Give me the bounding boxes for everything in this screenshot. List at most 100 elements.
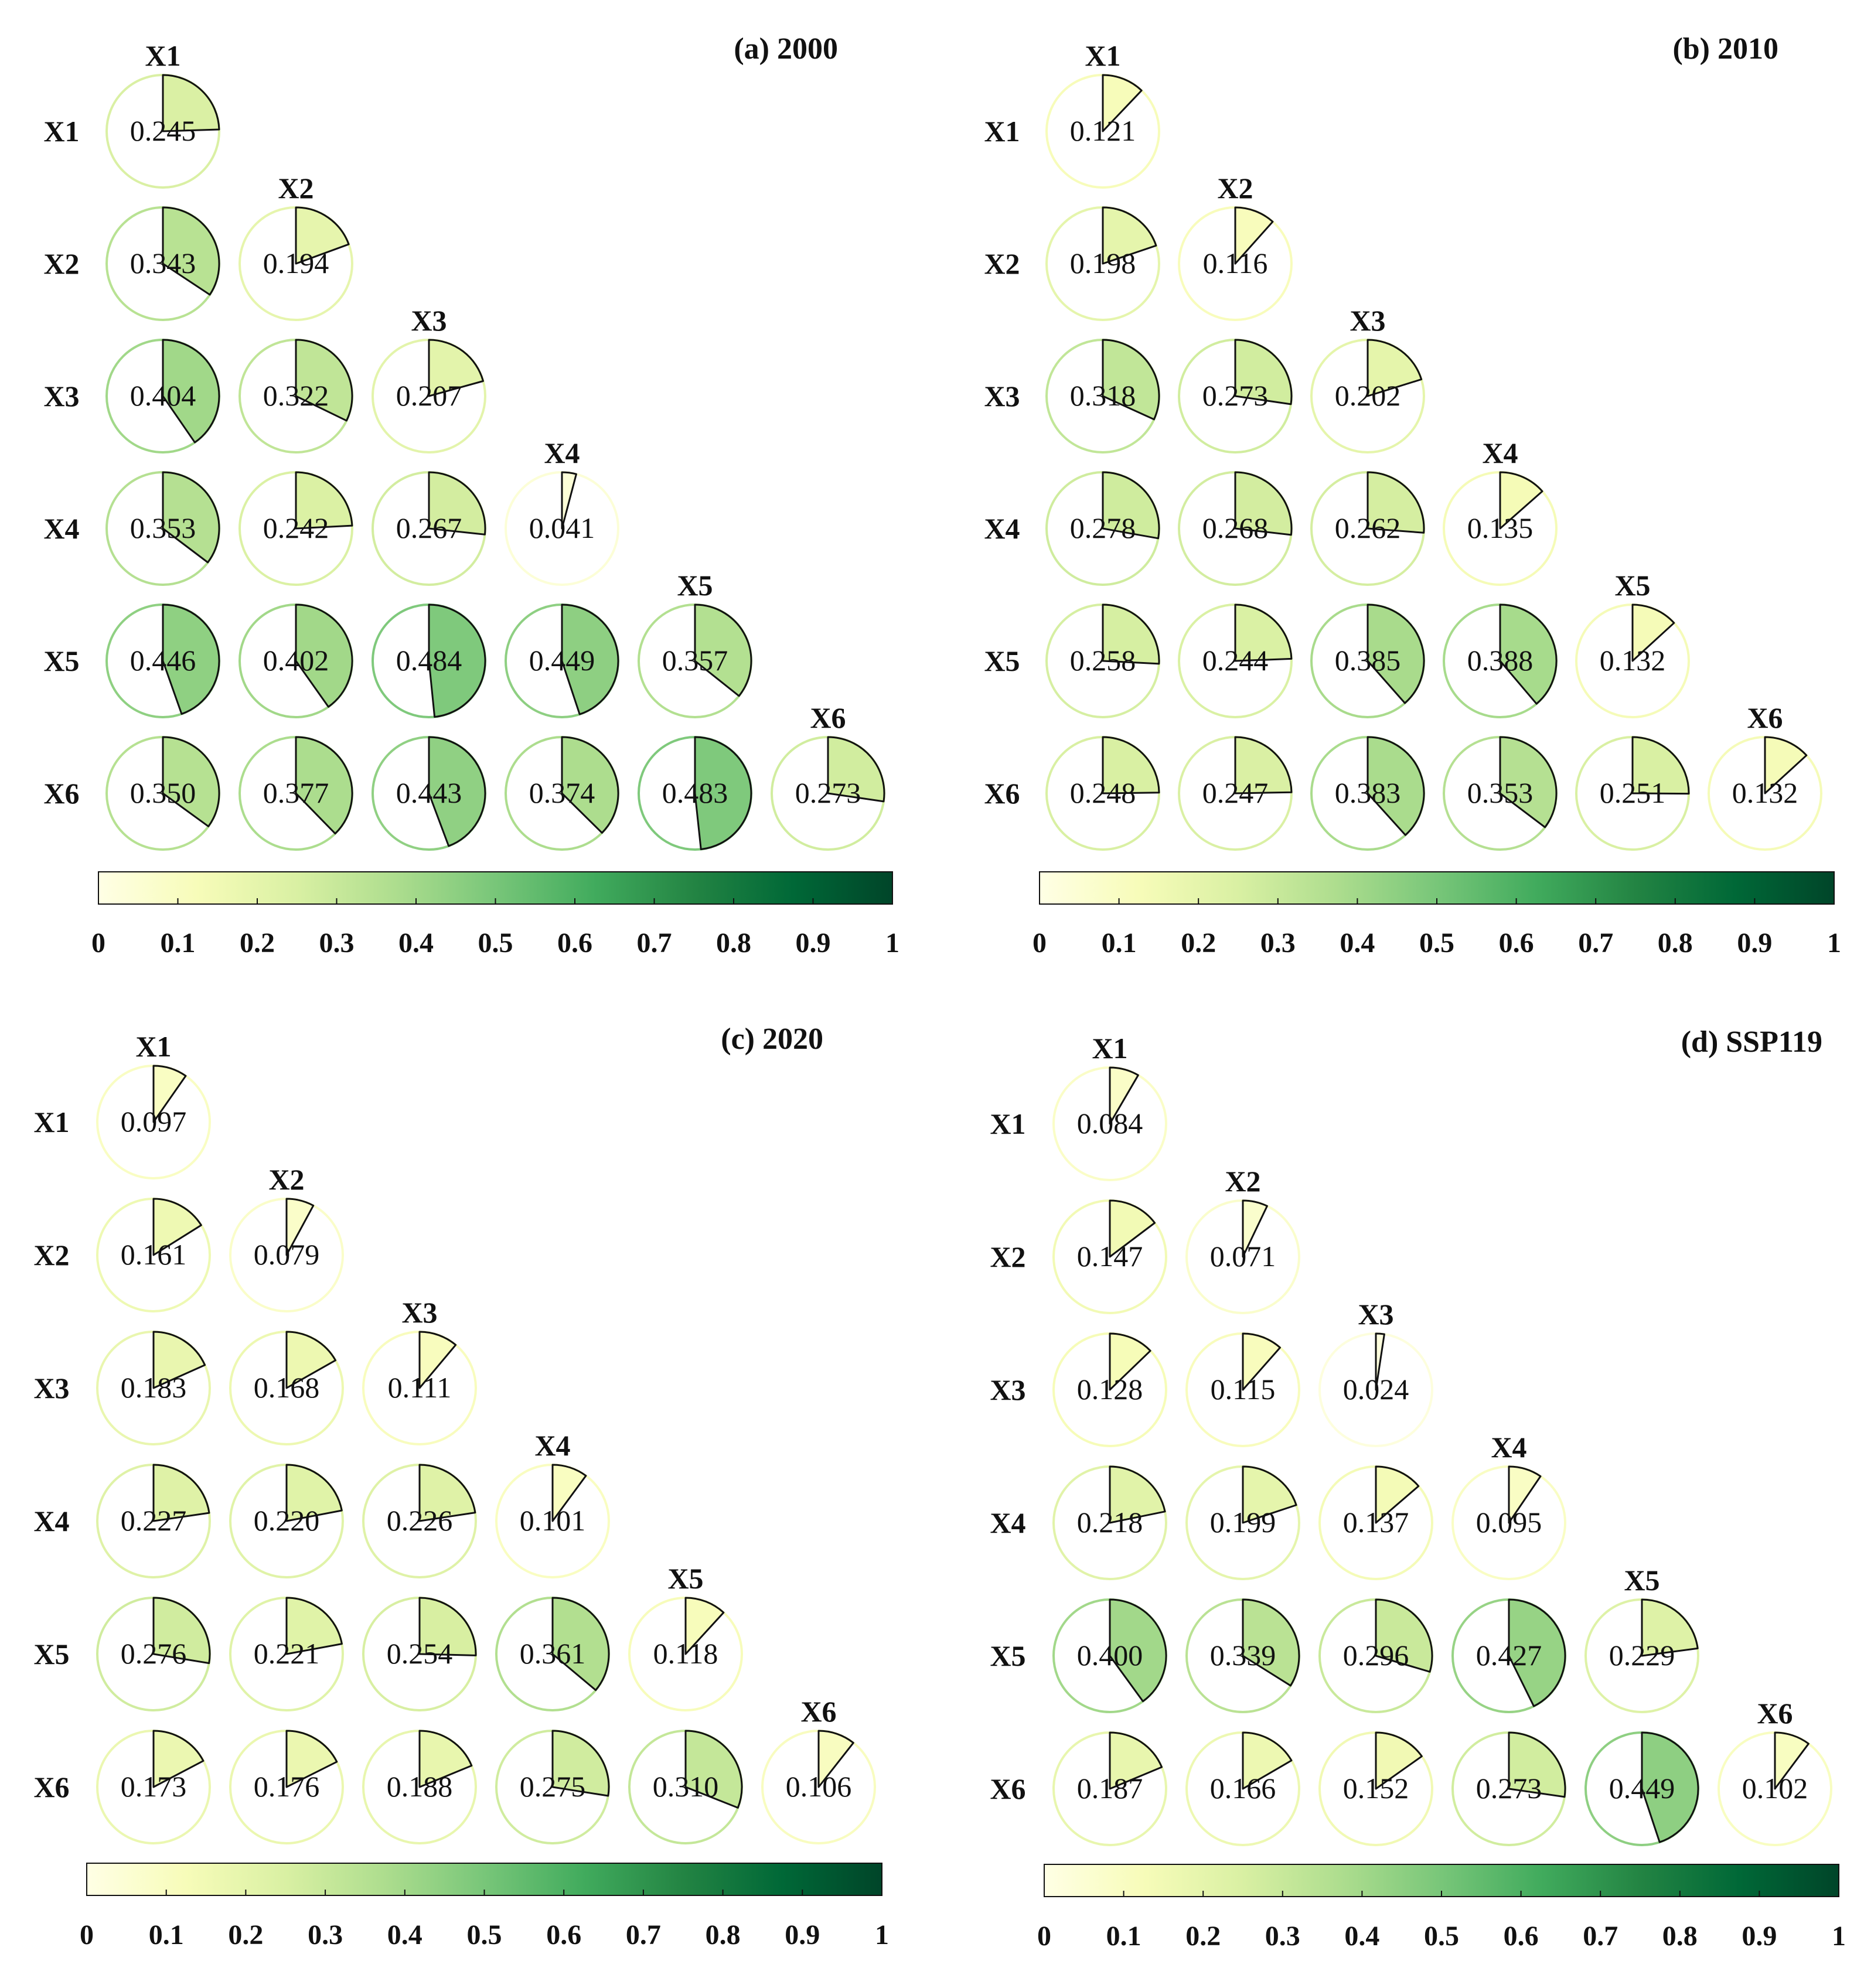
colorbar-tick-label: 0.1 bbox=[149, 1919, 184, 1951]
value-wedge bbox=[1234, 339, 1293, 405]
matrix-cell: 0.383 bbox=[1310, 736, 1425, 851]
value-wedge bbox=[1367, 339, 1423, 397]
row-label: X6 bbox=[43, 777, 79, 810]
value-label: 0.449 bbox=[529, 644, 595, 677]
matrix-cell: 0.449 bbox=[505, 603, 619, 718]
value-wedge bbox=[1375, 1332, 1385, 1391]
matrix-cell: 0.207 bbox=[372, 339, 486, 453]
colorbar-tick-label: 0.6 bbox=[546, 1919, 581, 1951]
matrix-cell: 0.350 bbox=[105, 736, 220, 851]
matrix-cell: 0.343 bbox=[105, 206, 220, 321]
value-wedge bbox=[285, 1331, 337, 1389]
value-label: 0.273 bbox=[1202, 379, 1269, 412]
colorbar-tick-label: 0.2 bbox=[240, 927, 275, 959]
colorbar-tick-label: 0 bbox=[1032, 927, 1047, 959]
matrix-cell: 0.116 bbox=[1178, 206, 1293, 321]
value-label: 0.152 bbox=[1343, 1772, 1409, 1805]
value-wedge bbox=[152, 1065, 187, 1123]
matrix-cell: 0.166 bbox=[1185, 1731, 1300, 1846]
matrix-cell: 0.111 bbox=[362, 1331, 477, 1445]
colorbar-tick-label: 0.2 bbox=[1185, 1921, 1221, 1952]
value-wedge bbox=[1367, 471, 1425, 534]
value-label: 0.135 bbox=[1467, 512, 1534, 544]
column-label: X6 bbox=[1747, 701, 1783, 734]
colorbar-tick-label: 0.1 bbox=[1106, 1921, 1141, 1952]
value-label: 0.404 bbox=[130, 379, 196, 412]
matrix-cell: 0.357 bbox=[638, 603, 752, 718]
matrix-cell: 0.221 bbox=[229, 1597, 344, 1711]
matrix-cell: 0.137 bbox=[1318, 1465, 1433, 1580]
colorbar-tick-label: 0.3 bbox=[308, 1919, 343, 1951]
column-label: X5 bbox=[677, 569, 713, 602]
value-label: 0.357 bbox=[662, 644, 728, 677]
colorbar-tick-label: 0.8 bbox=[716, 927, 751, 959]
colorbar-tick-label: 0.3 bbox=[1265, 1921, 1300, 1952]
colorbar-tick-label: 0 bbox=[91, 927, 105, 959]
value-label: 0.187 bbox=[1077, 1772, 1143, 1805]
value-wedge bbox=[561, 736, 619, 834]
matrix-cell: 0.118 bbox=[628, 1597, 743, 1711]
value-wedge bbox=[1234, 471, 1293, 536]
value-wedge bbox=[1375, 1731, 1423, 1790]
matrix-cell: 0.483 bbox=[638, 736, 752, 851]
value-label: 0.374 bbox=[529, 776, 595, 809]
column-label: X6 bbox=[1757, 1697, 1793, 1730]
value-wedge bbox=[1367, 603, 1425, 704]
colorbar-tick-label: 1 bbox=[875, 1919, 889, 1951]
matrix-cell: 0.268 bbox=[1178, 471, 1293, 586]
column-label: X1 bbox=[1085, 39, 1120, 72]
value-label: 0.484 bbox=[396, 644, 462, 677]
colorbar-tick-label: 0.6 bbox=[1499, 927, 1534, 959]
matrix-cell: 0.276 bbox=[96, 1597, 211, 1711]
value-label: 0.310 bbox=[653, 1770, 719, 1803]
value-wedge bbox=[1508, 1731, 1566, 1798]
row-label: X6 bbox=[984, 777, 1020, 810]
value-label: 0.199 bbox=[1210, 1506, 1276, 1539]
value-wedge bbox=[1109, 1465, 1166, 1524]
colorbar-tick-label: 1 bbox=[885, 927, 899, 959]
value-wedge bbox=[162, 74, 220, 132]
value-wedge bbox=[1234, 736, 1293, 794]
value-wedge bbox=[285, 1198, 315, 1256]
value-label: 0.339 bbox=[1210, 1639, 1276, 1672]
value-wedge bbox=[684, 1597, 725, 1655]
column-label: X6 bbox=[810, 701, 846, 734]
matrix-cell: 0.427 bbox=[1451, 1598, 1566, 1713]
value-label: 0.079 bbox=[254, 1238, 320, 1271]
matrix-cell: 0.095 bbox=[1451, 1465, 1566, 1580]
value-wedge bbox=[285, 1730, 338, 1788]
value-wedge bbox=[694, 603, 752, 697]
value-wedge bbox=[1109, 1199, 1156, 1258]
matrix-cell: 0.258 bbox=[1045, 603, 1160, 718]
value-label: 0.198 bbox=[1070, 247, 1136, 279]
value-wedge bbox=[1508, 1465, 1542, 1524]
matrix-cell: 0.310 bbox=[628, 1730, 743, 1844]
value-label: 0.102 bbox=[1742, 1772, 1808, 1805]
colorbar: 0 0.1 0.2 0.3 0.4 0.5 0.6 0.7 0.8 0.9 1 bbox=[91, 871, 899, 959]
value-wedge bbox=[1234, 206, 1274, 265]
row-label: X4 bbox=[990, 1506, 1025, 1539]
value-wedge bbox=[1109, 1598, 1167, 1703]
matrix-cell: 0.128 bbox=[1052, 1332, 1167, 1447]
matrix-cell: 0.449 bbox=[1584, 1731, 1699, 1846]
colorbar-tick-label: 0.5 bbox=[467, 1919, 502, 1951]
column-label: X4 bbox=[534, 1429, 570, 1462]
colorbar-tick-label: 0.9 bbox=[1737, 927, 1772, 959]
value-wedge bbox=[1641, 1731, 1699, 1843]
value-label: 0.194 bbox=[263, 247, 329, 279]
value-wedge bbox=[1367, 736, 1425, 836]
colorbar-tick-label: 0.1 bbox=[161, 927, 196, 959]
colorbar-tick-label: 0.6 bbox=[1504, 1921, 1539, 1952]
value-label: 0.132 bbox=[1600, 644, 1666, 677]
value-label: 0.258 bbox=[1070, 644, 1136, 677]
matrix-cell: 0.273 bbox=[1451, 1731, 1566, 1846]
value-wedge bbox=[295, 603, 353, 708]
panel-1: (a) 2000 X1 0.245 X1 X2 0.343 0.194 X2 X3 0.404 0.… bbox=[43, 32, 899, 959]
matrix-cell: 0.339 bbox=[1185, 1598, 1300, 1713]
matrix-cell: 0.079 bbox=[229, 1198, 344, 1312]
row-label: X6 bbox=[990, 1772, 1025, 1805]
value-wedge bbox=[1102, 339, 1160, 421]
value-wedge bbox=[418, 1730, 473, 1788]
value-wedge bbox=[1631, 603, 1675, 662]
value-label: 0.116 bbox=[1203, 247, 1268, 279]
